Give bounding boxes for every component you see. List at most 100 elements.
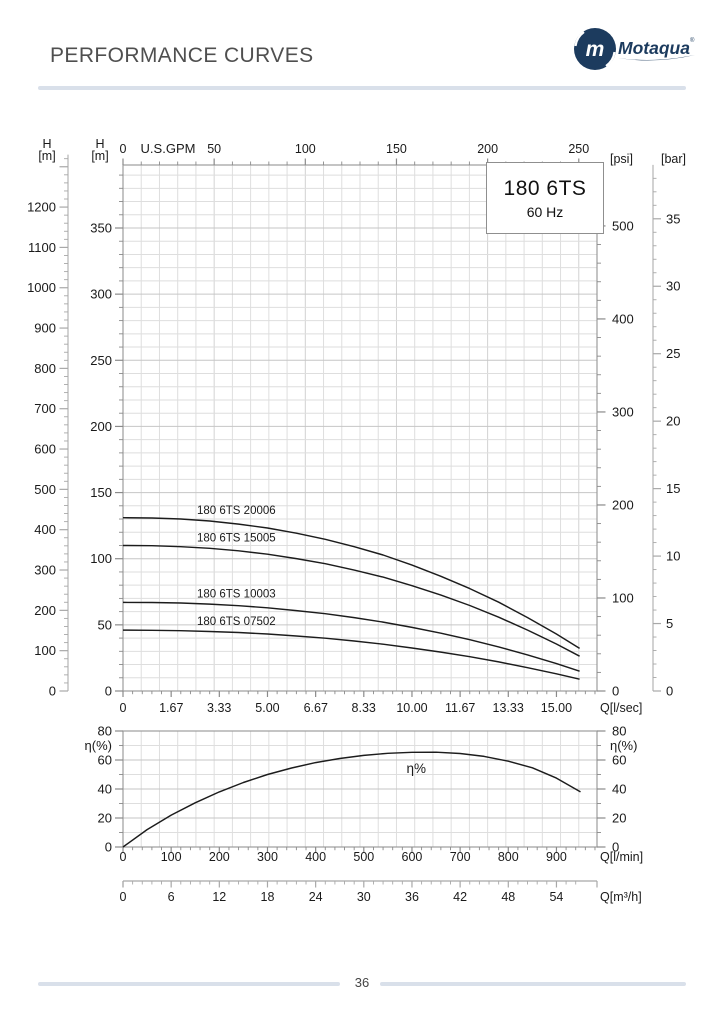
- pump-curve-label: 180 6TS 20006: [197, 505, 276, 517]
- lmin-tick-label: 900: [546, 850, 567, 864]
- inner-left-tick-label: 50: [98, 617, 112, 632]
- m3h-tick-label: 18: [261, 890, 275, 904]
- outer-left-tick-label: 1200: [27, 200, 56, 215]
- inner-left-tick-label: 150: [90, 485, 112, 500]
- logo-registered-mark: ®: [690, 37, 695, 44]
- bar-tick-label: 10: [666, 549, 680, 564]
- m3h-tick-label: 30: [357, 890, 371, 904]
- logo-wordmark: Motaqua: [618, 38, 690, 58]
- outer-left-tick-label: 900: [34, 321, 56, 336]
- outer-left-tick-label: 100: [34, 643, 56, 658]
- lps-tick-label: 5.00: [255, 701, 279, 715]
- lmin-tick-label: 500: [353, 850, 374, 864]
- page-number: 36: [354, 975, 370, 990]
- motaqua-logo-graphic: m Motaqua ®: [574, 28, 695, 70]
- inner-left-tick-label: 250: [90, 353, 112, 368]
- lps-tick-label: 0: [120, 701, 127, 715]
- psi-tick-label: 200: [612, 497, 634, 512]
- logo-swirl-top: [574, 31, 585, 47]
- gpm-tick-label: 150: [386, 142, 407, 156]
- inner-left-tick-label: 300: [90, 287, 112, 302]
- gpm-axis-title: U.S.GPM: [141, 141, 196, 156]
- lmin-tick-label: 400: [305, 850, 326, 864]
- lmin-tick-label: 300: [257, 850, 278, 864]
- m3h-tick-label: 6: [168, 890, 175, 904]
- pump-curves: 180 6TS 20006 180 6TS 15005 180 6TS 10003 1…: [122, 505, 580, 680]
- efficiency-annotation: η%: [407, 761, 427, 776]
- efficiency-curve: η%: [122, 751, 581, 848]
- footer-divider-right: [380, 982, 686, 986]
- lps-tick-label: 11.67: [445, 701, 475, 715]
- m3h-tick-label: 42: [453, 890, 467, 904]
- eta-left-tick-label: 0: [105, 840, 112, 855]
- psi-axis: 0 100 200 300 400 500 [psi]: [597, 152, 634, 699]
- eta-right-axis: 0 20 40 60 80η(%): [597, 724, 637, 855]
- eta-right-axis-title: η(%): [610, 738, 637, 753]
- m3h-tick-label: 54: [549, 890, 563, 904]
- page-footer: 36: [0, 972, 724, 1002]
- eta-right-tick-label: 0: [612, 840, 619, 855]
- eta-left-tick-label: 40: [98, 782, 112, 797]
- inner-left-axis: 0 50 100 150 200 250 300 350 H[m]: [90, 137, 123, 699]
- outer-left-tick-label: 1100: [28, 240, 56, 255]
- inner-left-axis-title: H: [95, 137, 104, 151]
- gpm-tick-label: 100: [295, 142, 316, 156]
- outer-left-tick-label: 400: [34, 522, 56, 537]
- outer-left-axis-title: H: [42, 137, 51, 151]
- pump-curve-label: 180 6TS 10003: [197, 589, 276, 601]
- inner-left-tick-label: 200: [90, 419, 112, 434]
- outer-left-tick-label: 1000: [27, 280, 56, 295]
- logo-monogram: m: [586, 38, 605, 61]
- bar-axis: 0 5 10 15 20 25 30 35 [bar]: [652, 152, 686, 699]
- m3h-axis: 0 6 12 18 24 30 36 42 48 54 Q[m³/h]: [120, 880, 642, 904]
- inner-left-tick-label: 0: [105, 684, 112, 699]
- bar-tick-label: 35: [666, 211, 680, 226]
- lmin-axis: 0 100 200 300 400 500 600 700 800 900 Q[l/min]: [120, 847, 643, 864]
- eta-right-tick-label: 80: [612, 724, 626, 739]
- m3h-tick-label: 12: [212, 890, 226, 904]
- outer-left-tick-label: 800: [34, 361, 56, 376]
- psi-tick-label: 0: [612, 684, 619, 699]
- page-title: PERFORMANCE CURVES: [50, 44, 314, 67]
- eta-right-tick-label: 60: [612, 753, 626, 768]
- bar-tick-label: 15: [666, 481, 680, 496]
- psi-tick-label: 500: [612, 218, 634, 233]
- outer-left-tick-label: 600: [34, 442, 56, 457]
- m3h-tick-label: 36: [405, 890, 419, 904]
- page-header: PERFORMANCE CURVES m Motaqua ®: [0, 0, 724, 86]
- lps-tick-label: 10.00: [396, 701, 427, 715]
- pump-curve-180-6TS-20006: [122, 516, 580, 650]
- logo-swoosh: [618, 55, 695, 61]
- psi-tick-label: 400: [612, 311, 634, 326]
- eta-left-tick-label: 60: [98, 753, 112, 768]
- model-name: 180 6TS: [503, 176, 587, 200]
- psi-tick-label: 300: [612, 404, 634, 419]
- lps-tick-label: 3.33: [207, 701, 231, 715]
- eta-left-tick-label: 20: [98, 811, 112, 826]
- outer-left-tick-label: 300: [34, 563, 56, 578]
- outer-left-tick-label: 200: [34, 603, 56, 618]
- eta-right-tick-label: 40: [612, 782, 626, 797]
- eta-left-axis-title: η(%): [85, 738, 112, 753]
- pump-curve-label: 180 6TS 07502: [197, 616, 276, 628]
- m3h-tick-label: 48: [501, 890, 515, 904]
- model-frequency: 60 Hz: [526, 203, 564, 220]
- efficiency-grid: [122, 730, 598, 848]
- pump-curve-180-6TS-10003: [122, 601, 580, 672]
- outer-left-tick-label: 700: [34, 401, 56, 416]
- gpm-axis: 0 50 100 150 200 250 U.S.GPM: [120, 141, 589, 165]
- pump-curve-label: 180 6TS 15005: [197, 533, 276, 545]
- gpm-tick-label: 50: [207, 142, 221, 156]
- bar-tick-label: 20: [666, 414, 680, 429]
- inner-left-tick-label: 350: [90, 220, 112, 235]
- outer-left-axis-title: [m]: [38, 149, 55, 163]
- lmin-tick-label: 600: [402, 850, 423, 864]
- inner-left-axis-title: [m]: [91, 149, 108, 163]
- lps-tick-label: 15.00: [541, 701, 572, 715]
- gpm-tick-label: 200: [477, 142, 498, 156]
- gpm-tick-label: 250: [568, 142, 589, 156]
- model-box: 180 6TS 60 Hz: [486, 162, 604, 234]
- lps-tick-label: 1.67: [159, 701, 183, 715]
- gpm-tick-label: 0: [120, 142, 127, 156]
